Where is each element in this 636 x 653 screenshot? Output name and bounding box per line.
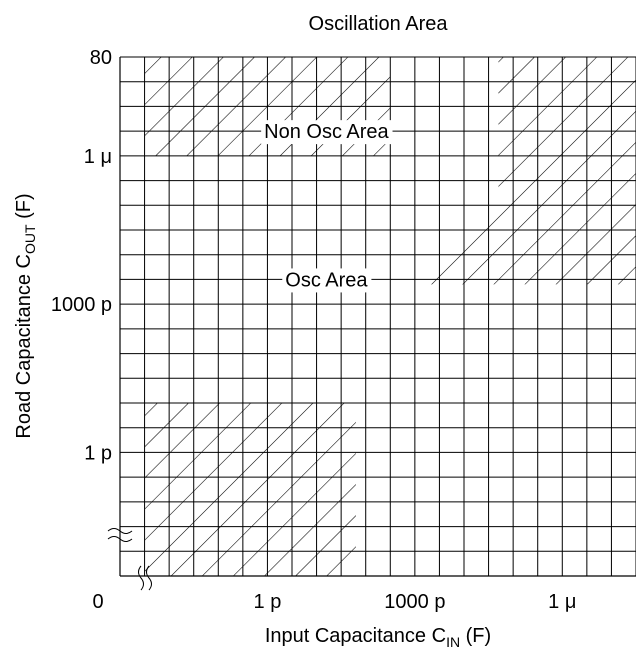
tick-labels: 0 1 p 1000 p 1 μ 80 1 μ 1000 p 1 p [51, 47, 577, 613]
region-label-background [261, 120, 393, 145]
y-axis-label-unit: (F) [13, 193, 35, 224]
x-tick-label: 0 [92, 591, 103, 613]
y-tick-label: 1 μ [84, 146, 112, 168]
region-label-background [282, 268, 372, 293]
y-axis-break-icon [107, 528, 133, 542]
y-axis-label: Road Capacitance COUT (F) [13, 193, 38, 438]
region-labels: Non Osc Area Osc Area [261, 120, 393, 293]
x-tick-label: 1 μ [548, 591, 576, 613]
region-label-text: Non Osc Area [264, 121, 389, 143]
chart-title: Oscillation Area [309, 13, 449, 35]
x-axis-label-unit: (F) [460, 625, 491, 647]
region-label: Osc Area [282, 268, 372, 293]
region-label: Non Osc Area [261, 120, 393, 145]
hatched-region-bottom-left [144, 403, 356, 576]
y-tick-label: 80 [90, 47, 112, 69]
region-label-text: Osc Area [285, 269, 368, 291]
hatched-region-right [414, 57, 636, 285]
y-tick-label: 1 p [84, 442, 112, 464]
x-axis-break-icon [138, 565, 152, 591]
x-tick-label: 1 p [254, 591, 282, 613]
y-tick-label: 1000 p [51, 294, 112, 316]
y-axis-label-sub: OUT [22, 224, 38, 254]
x-axis-label-main: Input Capacitance C [265, 625, 446, 647]
axes [107, 57, 636, 591]
x-tick-label: 1000 p [384, 591, 445, 613]
y-axis-label-main: Road Capacitance C [13, 254, 35, 439]
labels: Oscillation Area Input Capacitance CIN (… [13, 13, 491, 650]
x-axis-label: Input Capacitance CIN (F) [265, 625, 491, 650]
x-axis-label-sub: IN [446, 634, 460, 650]
